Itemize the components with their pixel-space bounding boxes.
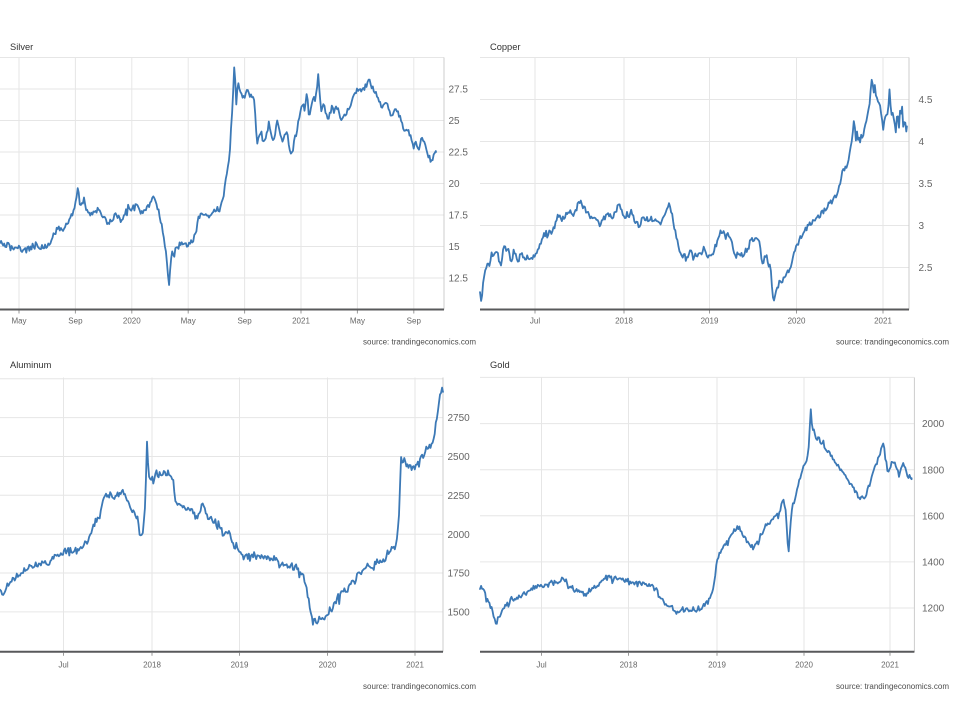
svg-text:Aluminum: Aluminum	[10, 360, 52, 370]
svg-text:May: May	[350, 317, 365, 326]
svg-text:2021: 2021	[406, 660, 424, 669]
svg-text:Sep: Sep	[407, 317, 422, 326]
svg-text:2750: 2750	[448, 413, 471, 424]
svg-text:2018: 2018	[143, 660, 161, 669]
svg-text:2019: 2019	[231, 660, 249, 669]
svg-text:22.5: 22.5	[449, 148, 469, 159]
svg-text:4: 4	[919, 137, 925, 148]
svg-text:2021: 2021	[292, 317, 310, 326]
svg-text:1600: 1600	[922, 511, 945, 522]
svg-text:source: trandingeconomics.com: source: trandingeconomics.com	[363, 682, 476, 691]
svg-text:2021: 2021	[874, 317, 892, 326]
svg-text:4.5: 4.5	[919, 95, 933, 106]
svg-text:3.5: 3.5	[919, 179, 933, 190]
svg-text:20: 20	[449, 179, 461, 190]
svg-text:1200: 1200	[922, 604, 945, 615]
svg-text:2000: 2000	[922, 419, 945, 430]
svg-text:1400: 1400	[922, 558, 945, 569]
svg-text:Jul: Jul	[536, 660, 546, 669]
svg-text:Sep: Sep	[68, 317, 83, 326]
svg-text:2250: 2250	[448, 491, 471, 502]
svg-text:15: 15	[449, 242, 461, 253]
svg-text:source: trandingeconomics.com: source: trandingeconomics.com	[836, 337, 949, 346]
svg-text:2020: 2020	[795, 660, 813, 669]
svg-text:2020: 2020	[788, 317, 806, 326]
svg-text:Sep: Sep	[237, 317, 252, 326]
svg-text:2019: 2019	[701, 317, 719, 326]
svg-text:27.5: 27.5	[449, 85, 469, 96]
svg-text:3: 3	[919, 221, 925, 232]
svg-text:2018: 2018	[620, 660, 638, 669]
svg-text:May: May	[11, 317, 26, 326]
svg-text:17.5: 17.5	[449, 211, 469, 222]
svg-text:Jul: Jul	[58, 660, 68, 669]
svg-text:2018: 2018	[615, 317, 633, 326]
svg-text:Jul: Jul	[530, 317, 540, 326]
svg-text:Silver: Silver	[10, 42, 33, 52]
svg-text:1500: 1500	[448, 608, 471, 619]
svg-text:12.5: 12.5	[449, 274, 469, 285]
svg-text:2021: 2021	[881, 660, 899, 669]
svg-text:source: trandingeconomics.com: source: trandingeconomics.com	[836, 682, 949, 691]
svg-text:1800: 1800	[922, 465, 945, 476]
svg-text:2.5: 2.5	[919, 263, 933, 274]
svg-text:2019: 2019	[708, 660, 726, 669]
svg-text:Gold: Gold	[490, 360, 510, 370]
svg-text:1750: 1750	[448, 569, 471, 580]
svg-text:2500: 2500	[448, 452, 471, 463]
svg-text:Copper: Copper	[490, 42, 521, 52]
svg-text:2020: 2020	[123, 317, 141, 326]
svg-text:May: May	[181, 317, 196, 326]
svg-text:source: trandingeconomics.com: source: trandingeconomics.com	[363, 337, 476, 346]
svg-text:2000: 2000	[448, 530, 471, 541]
svg-text:2020: 2020	[319, 660, 337, 669]
svg-text:25: 25	[449, 116, 461, 127]
